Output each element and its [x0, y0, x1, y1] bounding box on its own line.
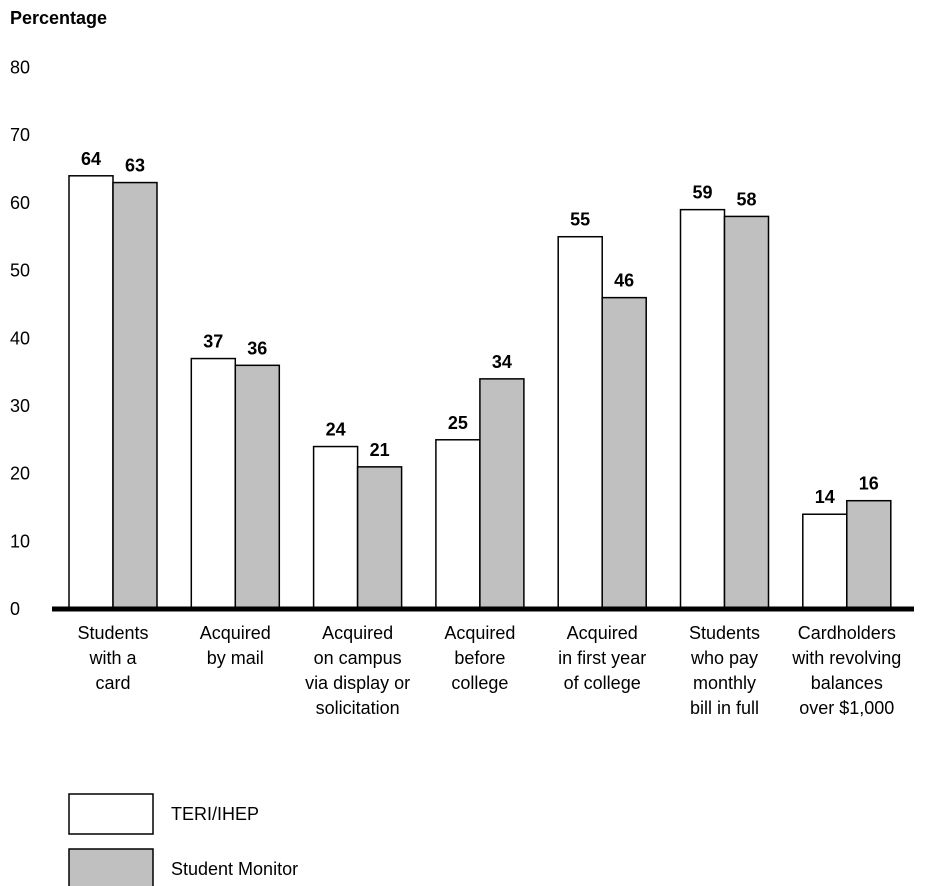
bar-student-monitor — [234, 364, 281, 610]
category-label: solicitation — [316, 698, 400, 718]
category-label: in first year — [558, 648, 646, 668]
category-labels: Students with a card Acquired by mail Acquire… — [77, 623, 901, 718]
data-label: 37 — [203, 332, 223, 352]
legend-label: TERI/IHEP — [171, 804, 259, 824]
data-label: 16 — [859, 474, 879, 494]
category-label: bill in full — [690, 698, 759, 718]
bars: 64 37 24 25 55 59 14 63 36 21 34 46 58 16 — [68, 149, 892, 610]
legend-swatch — [68, 793, 154, 835]
legend-label: Student Monitor — [171, 859, 298, 879]
category-label: Students — [77, 623, 148, 643]
category-label: college — [451, 673, 508, 693]
bar-teri-ihep — [312, 445, 359, 610]
y-tick-label: 70 — [10, 125, 30, 145]
y-tick-label: 10 — [10, 531, 30, 551]
bar-student-monitor — [846, 499, 892, 610]
category-label: Acquired — [567, 623, 638, 643]
bar-student-monitor — [479, 378, 525, 610]
legend: TERI/IHEP Student Monitor — [68, 793, 298, 886]
category-label: with a — [88, 648, 137, 668]
y-axis-label: Percentage — [10, 8, 107, 28]
bar-teri-ihep — [802, 513, 848, 610]
data-label: 58 — [736, 189, 756, 209]
bar-student-monitor — [601, 296, 647, 610]
bar-student-monitor — [723, 215, 770, 610]
bar-student-monitor — [356, 466, 403, 610]
data-label: 36 — [247, 338, 267, 358]
y-tick-label: 20 — [10, 464, 30, 484]
bar-teri-ihep — [557, 235, 603, 610]
data-label: 34 — [492, 352, 512, 372]
data-label: 14 — [815, 487, 835, 507]
category-label: Students — [689, 623, 760, 643]
y-axis-ticks: 0 10 20 30 40 50 60 70 80 — [10, 58, 30, 620]
data-label: 25 — [448, 413, 468, 433]
data-label: 63 — [125, 156, 145, 176]
legend-swatch — [68, 848, 154, 886]
bar-teri-ihep — [435, 439, 481, 610]
y-tick-label: 30 — [10, 396, 30, 416]
category-label: who pay — [690, 648, 758, 668]
bar-teri-ihep — [679, 208, 726, 610]
category-label: monthly — [693, 673, 756, 693]
y-tick-label: 80 — [10, 58, 30, 78]
data-label: 64 — [81, 149, 101, 169]
data-label: 55 — [570, 210, 590, 230]
bar-teri-ihep — [68, 175, 114, 610]
data-label: 24 — [326, 420, 346, 440]
bar-student-monitor — [112, 181, 158, 610]
bar-teri-ihep — [190, 357, 237, 610]
category-label: with revolving — [791, 648, 901, 668]
y-tick-label: 0 — [10, 599, 20, 619]
category-label: over $1,000 — [799, 698, 894, 718]
category-label: of college — [564, 673, 641, 693]
y-tick-label: 50 — [10, 261, 30, 281]
data-label: 59 — [692, 183, 712, 203]
data-label: 46 — [614, 271, 634, 291]
data-label: 21 — [370, 440, 390, 460]
y-tick-label: 40 — [10, 328, 30, 348]
category-label: Cardholders — [798, 623, 896, 643]
category-label: before — [454, 648, 505, 668]
category-label: Acquired — [200, 623, 271, 643]
category-label: via display or — [305, 673, 410, 693]
category-label: Acquired — [444, 623, 515, 643]
category-label: by mail — [207, 648, 264, 668]
category-label: on campus — [314, 648, 402, 668]
category-label: balances — [811, 673, 883, 693]
category-label: card — [95, 673, 130, 693]
category-label: Acquired — [322, 623, 393, 643]
y-tick-label: 60 — [10, 193, 30, 213]
